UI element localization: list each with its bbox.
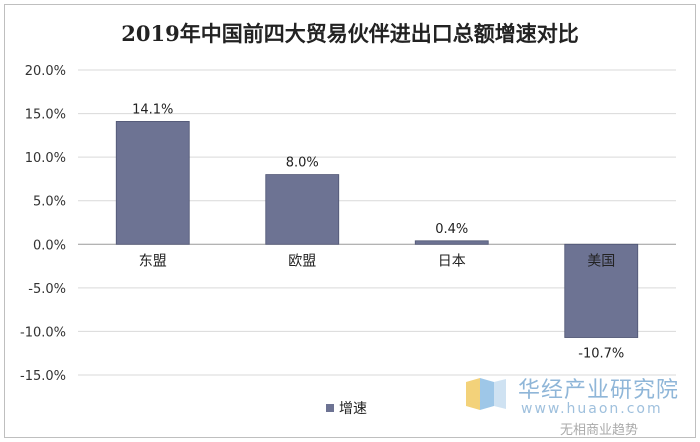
legend-swatch [326, 404, 334, 412]
y-tick-label: -15.0% [20, 369, 66, 384]
category-label: 东盟 [139, 253, 167, 269]
huajing-logo-icon [466, 378, 506, 410]
watermark-url: www.huaon.com [521, 401, 663, 417]
y-tick-label: 20.0% [25, 64, 66, 79]
category-label: 欧盟 [288, 253, 316, 269]
data-label: -10.7% [578, 347, 624, 362]
bar [115, 121, 190, 245]
data-label: 8.0% [286, 156, 319, 171]
y-tick-label: 5.0% [33, 195, 66, 210]
category-label: 美国 [587, 253, 615, 269]
bar [414, 240, 489, 245]
bar [265, 174, 340, 245]
data-label: 0.4% [435, 222, 468, 237]
watermark-brand: 华经产业研究院 [518, 378, 680, 403]
category-label: 日本 [438, 253, 466, 269]
y-tick-label: 15.0% [25, 108, 66, 123]
y-tick-label: 10.0% [25, 151, 66, 166]
y-tick-label: 0.0% [33, 238, 66, 253]
chart-title: 2019年中国前四大贸易伙伴进出口总额增速对比 [121, 21, 579, 46]
bar [564, 243, 639, 338]
data-label: 14.1% [132, 102, 173, 117]
y-tick-label: -10.0% [20, 325, 66, 340]
watermark-bottom-text: 无相商业趋势 [560, 423, 639, 438]
y-tick-label: -5.0% [28, 282, 66, 297]
legend-label: 增速 [339, 401, 367, 417]
